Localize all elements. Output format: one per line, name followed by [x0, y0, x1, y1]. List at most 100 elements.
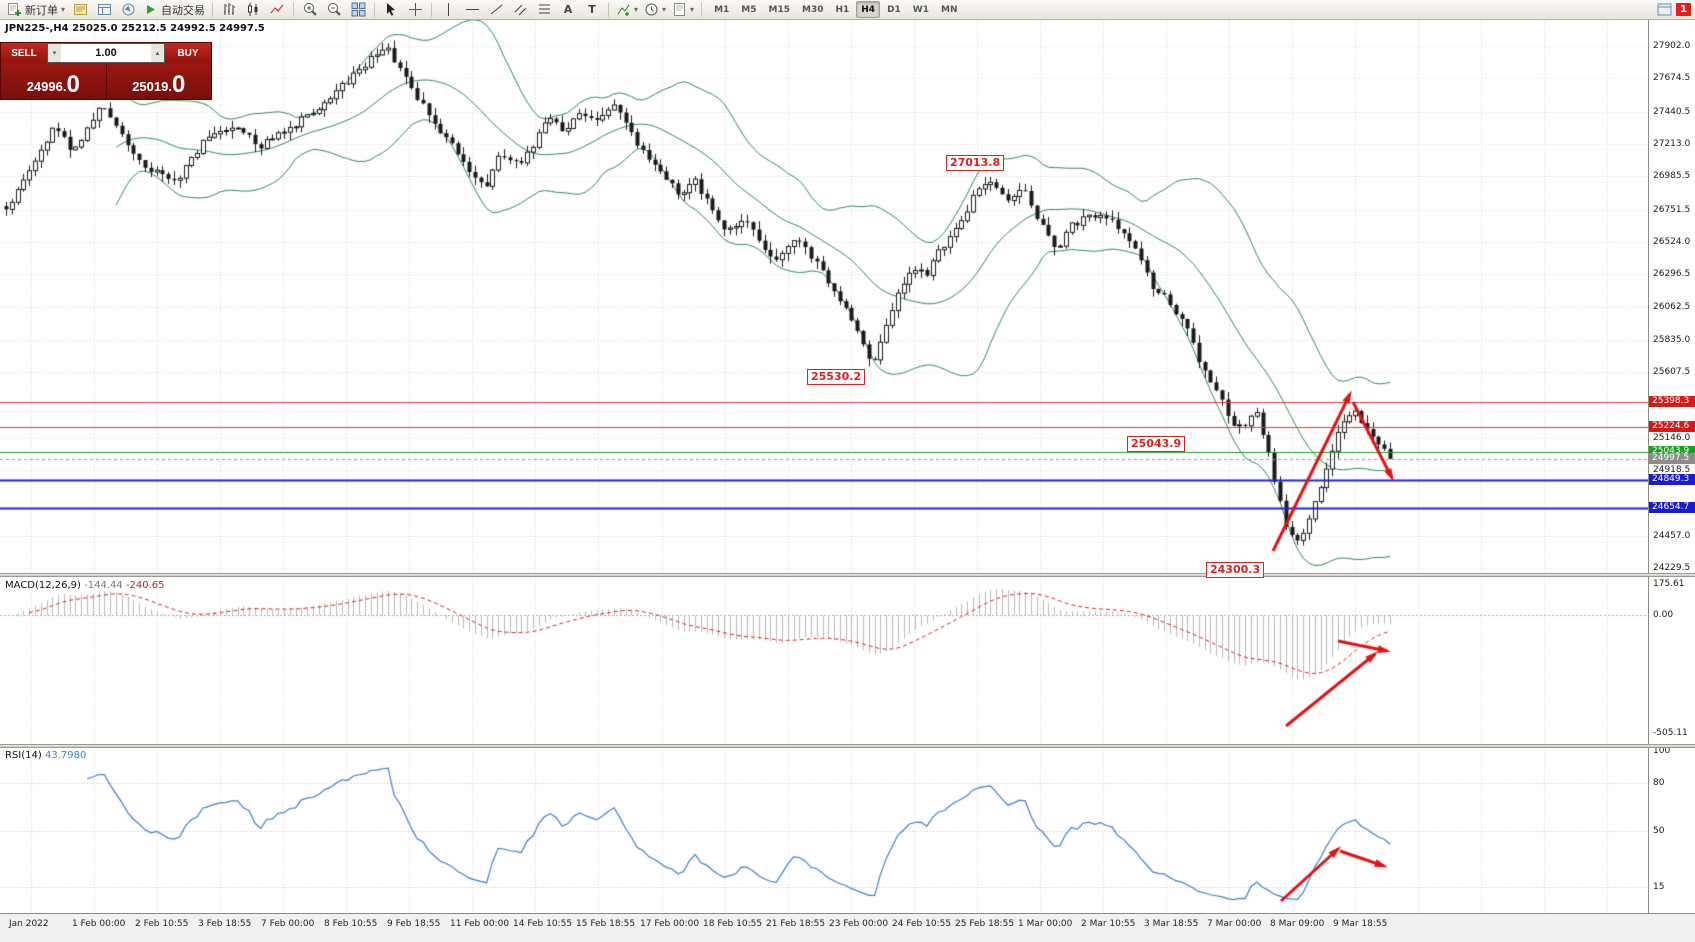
timeframe-w1-button[interactable]: W1 — [912, 4, 929, 15]
crosshair-icon — [408, 3, 422, 16]
navigator-button[interactable] — [116, 1, 140, 18]
timeframe-d1-button[interactable]: D1 — [887, 4, 901, 15]
trendline-button[interactable] — [484, 1, 508, 18]
tile-windows-button[interactable] — [346, 1, 370, 18]
sell-button[interactable]: SELL — [1, 43, 47, 63]
macd-main-value: -144.44 — [84, 580, 123, 591]
time-axis-label: 24 Feb 10:55 — [892, 919, 952, 929]
price-axis-tag: 24849.3 — [1649, 474, 1695, 485]
price-axis-tick: 27213.0 — [1653, 139, 1691, 149]
market-watch-icon — [73, 4, 87, 15]
time-axis-label: 1 Mar 00:00 — [1018, 919, 1073, 929]
time-axis-label: 23 Feb 00:00 — [829, 919, 889, 929]
fibonacci-button[interactable] — [532, 1, 556, 18]
text-button[interactable]: A — [556, 1, 580, 18]
timeframe-m30-button[interactable]: M30 — [801, 4, 824, 15]
sell-price-main: 24996. — [26, 79, 67, 94]
notification-badge[interactable]: 1 — [1676, 3, 1691, 16]
time-axis-label: 3 Feb 18:55 — [198, 919, 252, 929]
macd-title: MACD(12,26,9) — [5, 580, 81, 591]
buy-button[interactable]: BUY — [165, 43, 211, 63]
sell-price-big-digit: 0 — [66, 71, 80, 98]
time-axis-label: 7 Feb 00:00 — [261, 919, 315, 929]
auto-trading-play-icon — [147, 5, 156, 14]
rsi-axis-tick: 50 — [1653, 826, 1665, 836]
line-chart-button[interactable] — [265, 1, 289, 18]
toolbar-separator — [212, 2, 214, 17]
volume-input[interactable]: ▾ 1.00 ▴ — [47, 43, 165, 63]
price-axis-tag: 24997.5 — [1649, 453, 1695, 464]
price-callout[interactable]: 25530.2 — [807, 369, 866, 385]
toolbar-right-group: 1 — [1657, 2, 1691, 17]
price-callout[interactable]: 25043.9 — [1127, 436, 1186, 452]
zoom-in-icon — [303, 3, 317, 16]
new-order-button[interactable]: 新订单 ▾ — [4, 1, 68, 18]
buy-price-big-digit: 0 — [171, 71, 186, 98]
chart-symbol-period: JPN225-,H4 — [5, 23, 69, 34]
price-axis-tick: 27440.5 — [1653, 107, 1691, 117]
horizontal-line-button[interactable] — [460, 1, 484, 18]
chart-ohlc-values: 25025.0 25212.5 24992.5 24997.5 — [72, 23, 265, 34]
macd-axis-tick: 0.00 — [1653, 610, 1674, 620]
price-axis-tick: 25835.0 — [1653, 335, 1691, 345]
macd-rsi-separator[interactable] — [0, 744, 1695, 748]
zoom-out-button[interactable] — [322, 1, 346, 18]
bar-chart-button[interactable] — [217, 1, 241, 18]
macd-axis-tick: 175.61 — [1653, 579, 1685, 589]
candlestick-chart-icon — [247, 3, 258, 16]
rsi-axis-tick: 100 — [1653, 746, 1671, 756]
timeframe-h4-button[interactable]: H4 — [856, 1, 881, 18]
window-icon[interactable] — [1657, 2, 1672, 17]
price-axis-tick: 26296.5 — [1653, 269, 1691, 279]
timeframe-m5-button[interactable]: M5 — [741, 4, 757, 15]
templates-icon — [674, 3, 686, 16]
price-axis-tick: 26062.5 — [1653, 302, 1691, 312]
time-axis-label: 14 Feb 10:55 — [513, 919, 573, 929]
candlestick-chart-button[interactable] — [241, 1, 265, 18]
toolbar-separator — [374, 2, 376, 17]
market-watch-button[interactable] — [68, 1, 92, 18]
periods-clock-icon — [645, 3, 658, 16]
indicators-button[interactable]: ▾ — [613, 1, 641, 18]
price-axis-tick: 25607.5 — [1653, 367, 1691, 377]
cursor-button[interactable] — [379, 1, 403, 18]
price-chart[interactable] — [0, 20, 1648, 913]
time-axis-label: 15 Feb 18:55 — [576, 919, 636, 929]
periods-button[interactable]: ▾ — [641, 1, 669, 18]
timeframe-h1-button[interactable]: H1 — [835, 4, 850, 15]
time-axis-label: 11 Feb 00:00 — [450, 919, 510, 929]
horizontal-line-icon — [465, 9, 479, 10]
chevron-down-icon: ▾ — [662, 4, 667, 14]
channel-button[interactable] — [508, 1, 532, 18]
sell-price[interactable]: 24996. 0 — [1, 63, 107, 99]
time-axis-label: 9 Mar 18:55 — [1333, 919, 1388, 929]
label-button[interactable]: T — [580, 1, 604, 18]
price-axis-tick: 24918.5 — [1653, 465, 1691, 475]
buy-price[interactable]: 25019. 0 — [106, 63, 211, 99]
toolbar-separator — [701, 2, 703, 17]
macd-signal-value: -240.65 — [125, 580, 165, 591]
time-axis-label: 8 Mar 09:00 — [1270, 919, 1325, 929]
time-axis[interactable]: Jan 2022 1 Feb 00:00 2 Feb 10:55 3 Feb 18:5… — [0, 913, 1695, 942]
volume-decrease-icon[interactable]: ▾ — [48, 44, 61, 62]
time-axis-label: 1 Feb 00:00 — [72, 919, 126, 929]
price-axis-tick: 26985.5 — [1653, 171, 1691, 181]
data-window-button[interactable] — [92, 1, 116, 18]
timeframe-m1-button[interactable]: M1 — [714, 4, 730, 15]
timeframe-mn-button[interactable]: MN — [941, 4, 958, 15]
zoom-in-button[interactable] — [298, 1, 322, 18]
rsi-axis-tick: 80 — [1653, 778, 1665, 788]
vertical-line-button[interactable] — [436, 1, 460, 18]
price-axis-tag: 24654.7 — [1649, 502, 1695, 513]
chart-window: JPN225-,H4 25025.0 25212.5 24992.5 24997… — [0, 20, 1695, 942]
auto-trading-button[interactable]: 自动交易 — [140, 1, 208, 18]
channel-icon — [514, 4, 526, 16]
templates-button[interactable]: ▾ — [669, 1, 697, 18]
price-axis[interactable]: 27902.0 27674.5 27440.5 27213.0 26985.5 26751… — [1648, 20, 1695, 913]
timeframe-m15-button[interactable]: M15 — [768, 4, 790, 15]
volume-increase-icon[interactable]: ▴ — [150, 44, 164, 62]
main-macd-separator[interactable] — [0, 573, 1695, 577]
crosshair-button[interactable] — [403, 1, 427, 18]
price-callout[interactable]: 24300.3 — [1206, 562, 1265, 578]
price-callout[interactable]: 27013.8 — [946, 155, 1005, 171]
